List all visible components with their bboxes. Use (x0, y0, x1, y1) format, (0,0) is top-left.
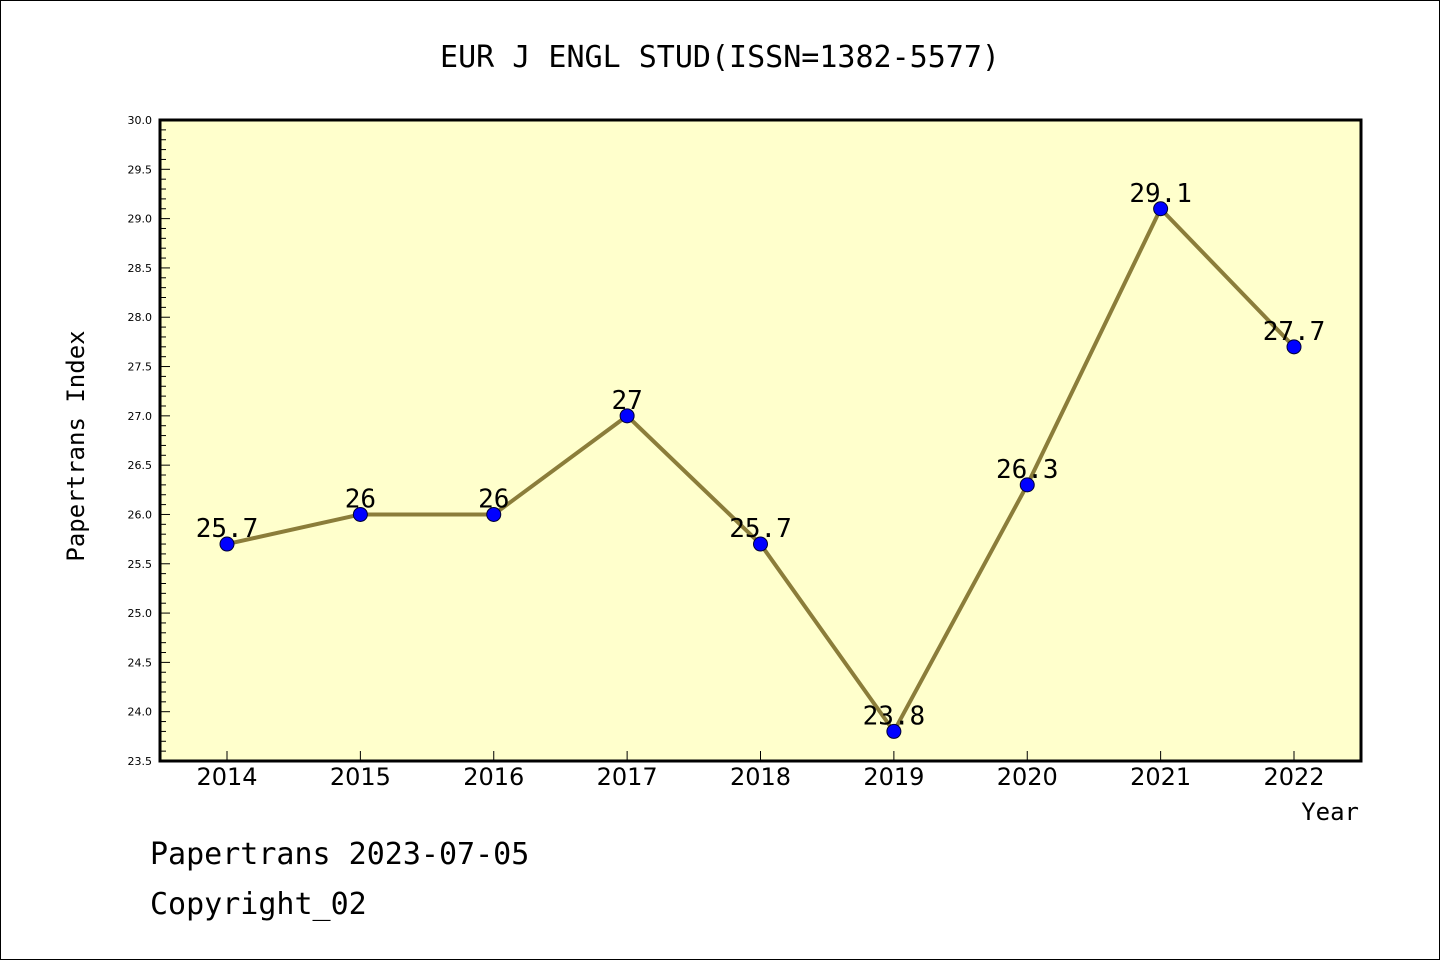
y-tick-label: 29.0 (128, 213, 153, 226)
y-tick-label: 24.5 (128, 656, 153, 669)
plot-area (160, 120, 1361, 761)
y-tick-label: 24.0 (128, 706, 153, 719)
data-label: 23.8 (863, 701, 926, 731)
x-axis-label: Year (1301, 798, 1359, 826)
y-tick-label: 25.0 (128, 607, 153, 620)
y-tick-label: 29.5 (128, 163, 153, 176)
data-label: 25.7 (196, 514, 259, 544)
data-label: 27 (611, 386, 642, 416)
x-tick-label: 2015 (330, 763, 391, 791)
y-axis-label: Papertrans Index (62, 330, 90, 561)
data-point (219, 536, 235, 552)
data-point (1153, 201, 1169, 217)
y-tick-label: 26.0 (128, 508, 153, 521)
footer-date: Papertrans 2023-07-05 (150, 837, 529, 872)
data-label: 29.1 (1129, 179, 1192, 209)
y-axis-ticks: 23.5 24.0 24.5 25.0 25.5 26.0 26.5 27.0 27.5 28.0… (128, 114, 153, 768)
y-tick-label: 30.0 (128, 114, 153, 127)
plot-border (158, 118, 1363, 763)
y-tick-label: 28.5 (128, 262, 153, 275)
x-axis-ticks: 2014 2015 2016 2017 2018 2019 2020 2021 2022 (196, 751, 1325, 791)
data-label: 26.3 (996, 455, 1059, 485)
y-tick-label: 23.5 (128, 755, 153, 768)
data-point (1286, 339, 1302, 355)
x-tick-label: 2016 (463, 763, 524, 791)
data-label: 26 (478, 484, 509, 514)
x-tick-label: 2018 (730, 763, 791, 791)
footer-copyright: Copyright_02 (150, 887, 367, 922)
data-point (1019, 477, 1035, 493)
y-tick-label: 27.5 (128, 361, 153, 374)
data-point (886, 723, 902, 739)
data-point (619, 408, 635, 424)
data-point (753, 536, 768, 552)
x-tick-label: 2014 (196, 763, 257, 791)
data-points (219, 201, 1302, 739)
data-label: 25.7 (729, 514, 792, 544)
y-tick-label: 26.5 (128, 459, 153, 472)
x-tick-label: 2021 (1130, 763, 1191, 791)
y-tick-label: 28.0 (128, 311, 153, 324)
data-label: 27.7 (1263, 317, 1326, 347)
x-tick-label: 2020 (997, 763, 1058, 791)
data-labels: 25.7 26 26 27 25.7 23.8 26.3 29.1 27.7 (196, 179, 1326, 732)
y-tick-label: 27.0 (128, 410, 153, 423)
data-point (352, 506, 368, 522)
y-tick-label: 25.5 (128, 558, 153, 571)
x-tick-label: 2017 (597, 763, 658, 791)
x-tick-label: 2022 (1263, 763, 1324, 791)
x-tick-label: 2019 (863, 763, 924, 791)
data-label: 26 (345, 484, 376, 514)
chart-title: EUR J ENGL STUD(ISSN=1382-5577) (440, 40, 1000, 75)
data-point (486, 506, 502, 522)
